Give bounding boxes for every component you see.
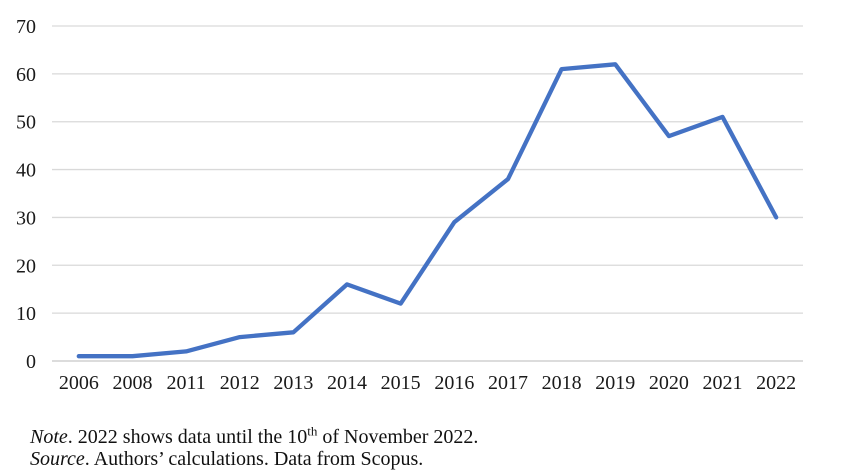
source-body: . Authors’ calculations. Data from Scopu… xyxy=(84,448,424,470)
source-text: Source. Authors’ calculations. Data from… xyxy=(30,448,478,470)
x-axis-tick-label: 2015 xyxy=(381,372,421,394)
x-axis-tick-label: 2014 xyxy=(327,372,367,394)
note-label: Note xyxy=(30,426,68,448)
x-axis-tick-label: 2021 xyxy=(703,372,743,394)
note-body-end: of November 2022. xyxy=(317,426,479,448)
y-axis-tick-label: 0 xyxy=(26,351,36,373)
x-axis-tick-label: 2013 xyxy=(273,372,313,394)
chart-notes: Note. 2022 shows data until the 10th of … xyxy=(30,423,479,470)
note-superscript: th xyxy=(307,423,318,439)
x-axis-tick-label: 2020 xyxy=(649,372,689,394)
x-axis-tick-label: 2022 xyxy=(756,372,796,394)
y-axis-tick-label: 20 xyxy=(16,255,36,277)
x-axis-tick-label: 2012 xyxy=(220,372,260,394)
y-axis-tick-label: 40 xyxy=(16,160,36,182)
x-axis-tick-label: 2008 xyxy=(112,372,152,394)
source-label: Source xyxy=(30,448,85,470)
note-body: . 2022 shows data until the 10 xyxy=(67,426,308,448)
y-axis-tick-label: 60 xyxy=(16,64,36,86)
line-chart: 0 10 20 30 40 50 60 70 2006 2008 2011 2012 2013 2014 2… xyxy=(16,16,803,394)
x-axis-tick-label: 2017 xyxy=(488,372,528,394)
x-axis-tick-label: 2019 xyxy=(595,372,635,394)
note-text: Note. 2022 shows data until the 10th of … xyxy=(30,423,479,448)
x-axis-tick-label: 2016 xyxy=(434,372,474,394)
y-axis-tick-label: 10 xyxy=(16,303,36,325)
data-series-line xyxy=(76,62,779,359)
x-axis-tick-label: 2006 xyxy=(59,372,99,394)
y-axis-tick-label: 30 xyxy=(16,207,36,229)
y-axis-tick-label: 50 xyxy=(16,112,36,134)
x-axis-tick-label: 2011 xyxy=(166,372,205,394)
y-axis-tick-label: 70 xyxy=(16,16,36,38)
x-axis-tick-label: 2018 xyxy=(542,372,582,394)
